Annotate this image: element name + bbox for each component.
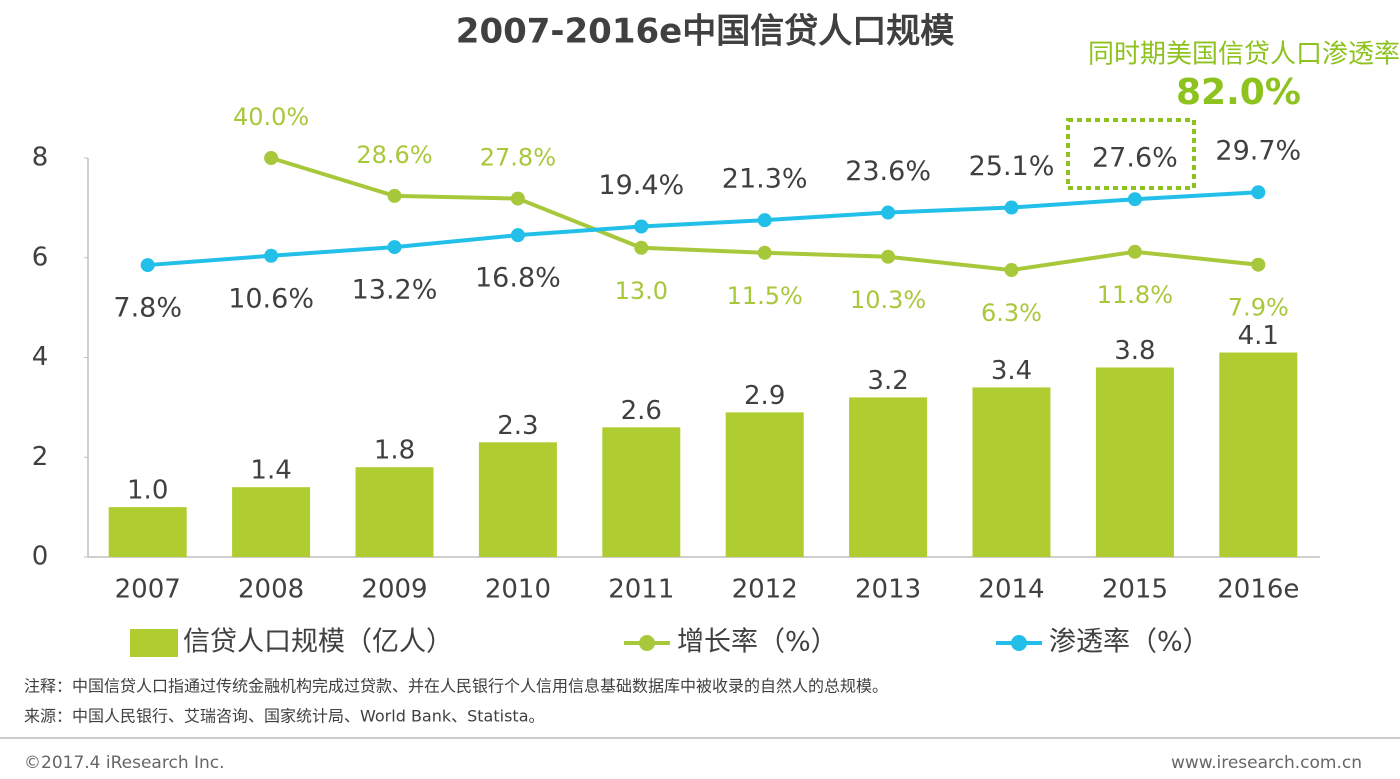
bar [478, 442, 557, 557]
x-tick-label: 2007 [115, 575, 181, 605]
highlight-box [1066, 118, 1196, 190]
y-tick-label: 4 [32, 342, 49, 372]
data-label: 2.9 [744, 381, 785, 411]
point [1004, 263, 1019, 278]
data-label: 3.8 [1114, 336, 1155, 366]
x-tick-label: 2013 [855, 575, 921, 605]
annotation-highlight: 82.0% [1176, 72, 1301, 113]
data-label: 3.4 [991, 356, 1032, 386]
data-label: 4.1 [1238, 321, 1279, 351]
point [387, 240, 402, 255]
point [757, 245, 772, 260]
data-label: 1.8 [374, 436, 415, 466]
data-label: 2.3 [497, 411, 538, 441]
data-label: 7.8% [113, 293, 182, 324]
source: 来源：中国人民银行、艾瑞咨询、国家统计局、World Bank、Statista… [24, 707, 545, 726]
legend-label: 增长率（%） [677, 627, 838, 658]
bar [725, 412, 804, 557]
point [1004, 200, 1019, 215]
bar [972, 387, 1051, 557]
data-label: 6.3% [981, 299, 1042, 327]
y-tick-label: 2 [32, 442, 49, 472]
point [757, 213, 772, 228]
bar [108, 507, 187, 557]
bar [232, 487, 311, 557]
chart-title: 2007-2016e中国信贷人口规模 [456, 12, 954, 52]
data-label: 27.6% [1092, 143, 1178, 174]
y-tick-label: 0 [32, 542, 49, 572]
data-label: 1.0 [127, 476, 168, 506]
data-label: 13.2% [352, 275, 438, 306]
data-label: 27.8% [480, 144, 556, 172]
data-label: 40.0% [233, 103, 309, 131]
y-tick-label: 8 [32, 143, 49, 173]
point [634, 219, 649, 234]
point [264, 151, 279, 165]
x-tick-label: 2010 [485, 575, 551, 605]
data-label: 13.0 [615, 277, 668, 305]
point [264, 248, 279, 263]
point [510, 228, 525, 243]
data-label: 7.9% [1228, 294, 1289, 322]
bar [355, 467, 434, 557]
x-tick-label: 2014 [978, 575, 1044, 605]
bar [1219, 352, 1298, 557]
point [881, 249, 896, 264]
data-label: 10.3% [850, 286, 926, 314]
point [1127, 244, 1142, 259]
data-label: 1.4 [250, 456, 291, 486]
point [140, 258, 155, 273]
x-tick-label: 2009 [361, 575, 427, 605]
data-label: 25.1% [969, 151, 1055, 182]
data-label: 19.4% [598, 170, 684, 201]
data-label: 23.6% [845, 156, 931, 187]
x-tick-label: 2012 [732, 575, 798, 605]
legend-label: 渗透率（%） [1049, 627, 1210, 658]
x-tick-label: 2016e [1217, 575, 1299, 605]
y-tick-label: 6 [32, 242, 49, 272]
annotation-text: 同时期美国信贷人口渗透率为 [1088, 40, 1400, 70]
data-label: 2.6 [621, 396, 662, 426]
x-tick-label: 2015 [1102, 575, 1168, 605]
note: 注释：中国信贷人口指通过传统金融机构完成过贷款、并在人民银行个人信用信息基础数据… [24, 677, 888, 696]
data-label: 21.3% [722, 164, 808, 195]
point [881, 205, 896, 220]
data-label: 10.6% [228, 283, 314, 314]
point [1251, 185, 1266, 200]
x-tick-label: 2008 [238, 575, 304, 605]
x-tick-label: 2011 [608, 575, 674, 605]
data-label: 3.2 [867, 366, 908, 396]
point [634, 240, 649, 255]
website: www.iresearch.com.cn [1171, 753, 1362, 773]
legend-marker [639, 635, 655, 651]
data-label: 29.7% [1215, 136, 1301, 167]
point [1127, 192, 1142, 207]
data-label: 28.6% [356, 141, 432, 169]
legend-marker [1011, 635, 1027, 651]
point [1251, 257, 1266, 272]
point [387, 188, 402, 203]
bar [602, 427, 681, 557]
copyright: ©2017.4 iResearch Inc. [24, 753, 225, 773]
data-label: 16.8% [475, 263, 561, 294]
series-line [147, 190, 1259, 268]
bar [849, 397, 928, 557]
legend-swatch [130, 629, 178, 657]
bar [1095, 367, 1174, 557]
data-label: 11.8% [1097, 281, 1173, 309]
point [510, 191, 525, 206]
legend-label: 信贷人口规模（亿人） [183, 627, 453, 658]
data-label: 11.5% [727, 282, 803, 310]
